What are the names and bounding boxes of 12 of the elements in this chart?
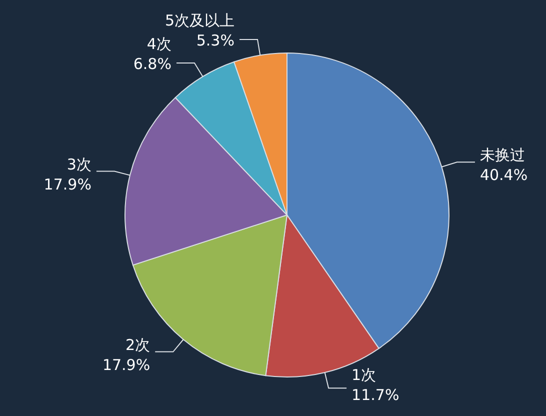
slice-label: 4次 [146, 34, 172, 53]
data-label: 17.9% [102, 356, 150, 374]
data-label: 17.9% [44, 175, 92, 194]
slice-label: 1次 [352, 366, 376, 384]
data-label: 5.3% [196, 31, 234, 50]
slice-label: 2次 [126, 336, 150, 354]
data-label: 40.4% [480, 166, 528, 184]
slice-label: 3次 [66, 155, 92, 174]
slice-label: 5次及以上 [164, 11, 234, 30]
slice-label: 未换过 [480, 146, 525, 164]
data-label: 11.7% [352, 386, 400, 404]
data-label: 6.8% [133, 54, 172, 73]
